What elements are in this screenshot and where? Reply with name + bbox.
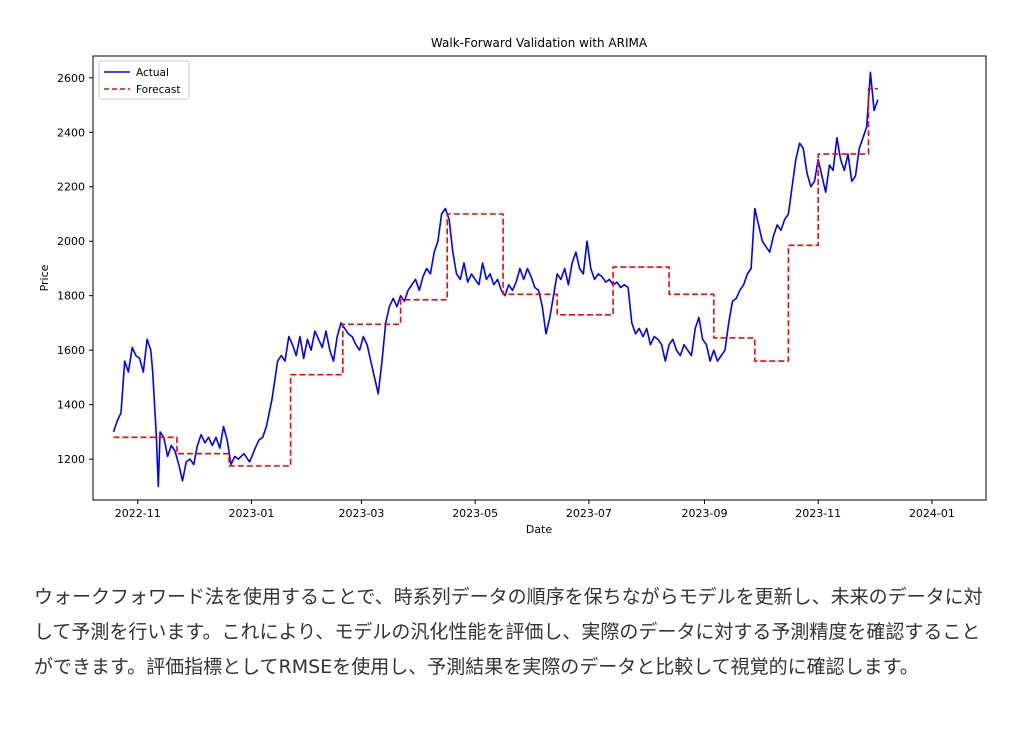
y-tick-label: 1400	[57, 399, 85, 412]
x-tick-label: 2023-05	[452, 507, 498, 520]
x-tick-label: 2022-11	[115, 507, 161, 520]
y-tick-label: 1800	[57, 290, 85, 303]
x-tick-label: 2023-09	[682, 507, 728, 520]
legend-label-forecast: Forecast	[136, 84, 180, 96]
chart-title: Walk-Forward Validation with ARIMA	[431, 36, 648, 50]
legend-label-actual: Actual	[136, 67, 169, 79]
x-tick-label: 2023-01	[228, 507, 274, 520]
y-tick-label: 2400	[57, 126, 85, 139]
y-tick-label: 1600	[57, 344, 85, 357]
x-tick-label: 2024-01	[909, 507, 955, 520]
series-line-actual	[112, 71, 879, 488]
series-line-forecast	[113, 87, 878, 467]
y-axis: 1200 1400 1600 1800 2000 2200 2400 2600	[57, 72, 93, 466]
y-tick-label: 2000	[57, 235, 85, 248]
description-paragraph: ウォークフォワード法を使用することで、時系列データの順序を保ちながらモデルを更新…	[34, 586, 983, 678]
x-tick-label: 2023-07	[566, 507, 612, 520]
x-axis: 2022-11 2023-01 2023-03 2023-05 2023-07 2023-…	[115, 500, 955, 520]
y-tick-label: 1200	[57, 453, 85, 466]
x-tick-label: 2023-03	[338, 507, 384, 520]
x-axis-title: Date	[526, 523, 553, 536]
y-axis-title: Price	[38, 264, 51, 291]
series-lines	[112, 71, 879, 488]
plot-area	[92, 55, 987, 501]
x-tick-label: 2023-11	[795, 507, 841, 520]
y-tick-label: 2600	[57, 72, 85, 85]
y-tick-label: 2200	[57, 181, 85, 194]
legend: Actual Forecast	[98, 60, 190, 100]
line-chart: Walk-Forward Validation with ARIMA 12001…	[38, 36, 987, 536]
